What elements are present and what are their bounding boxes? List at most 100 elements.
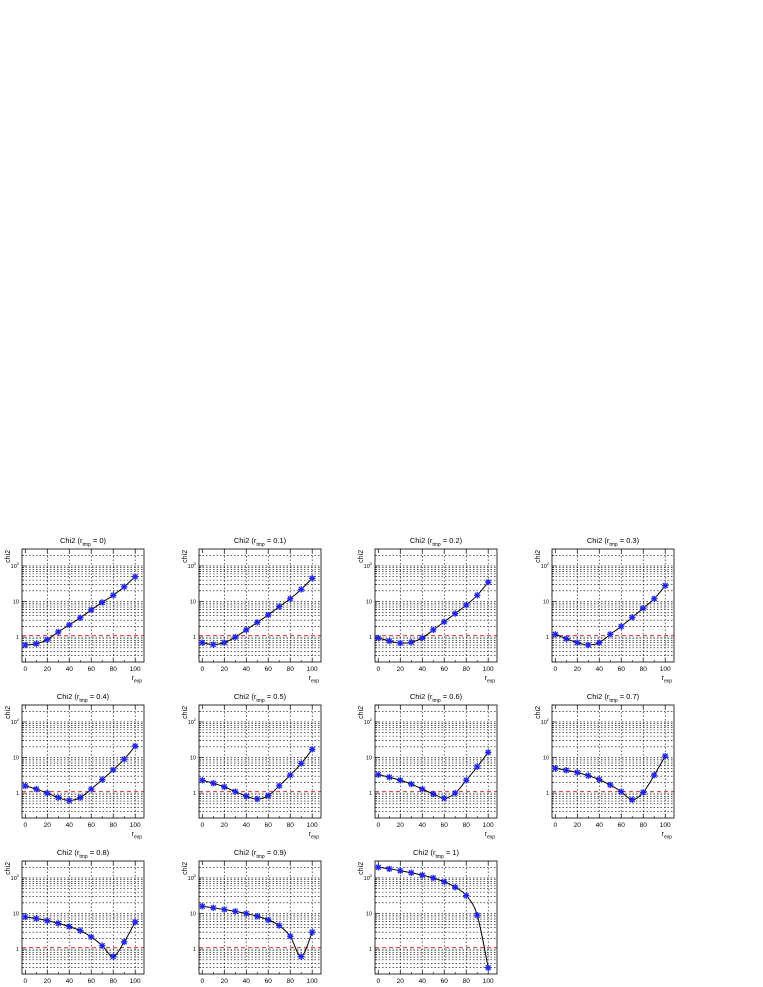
marker-stroke <box>474 763 481 770</box>
y-tick-label: 1 <box>546 791 549 797</box>
title-sub: tmp <box>432 542 441 548</box>
x-label-main: r <box>662 831 665 838</box>
marker-stroke <box>397 867 404 874</box>
x-tick-label: 40 <box>596 822 604 829</box>
data-point <box>210 904 217 912</box>
x-tick-label: 100 <box>483 666 494 673</box>
x-tick-label: 20 <box>397 666 405 673</box>
x-tick-label: 100 <box>483 978 494 985</box>
marker-stroke <box>99 942 106 949</box>
title-pre: Chi2 (r <box>57 848 80 857</box>
data-point <box>44 636 51 643</box>
x-label-main: r <box>485 831 488 838</box>
y-tick-label: 1 <box>16 635 19 641</box>
data-point <box>441 795 448 802</box>
x-label-sub: exp <box>134 835 142 841</box>
marker-stroke <box>77 614 84 621</box>
marker-stroke <box>77 927 84 934</box>
y-tick-base: 10 <box>364 720 370 726</box>
series-line <box>25 916 136 958</box>
title-sub: tmp <box>79 698 88 704</box>
data-point <box>254 619 261 626</box>
marker-stroke <box>375 864 382 871</box>
marker-stroke <box>132 573 139 580</box>
marker-stroke <box>640 605 647 612</box>
data-point <box>287 771 294 779</box>
data-point <box>210 641 217 648</box>
marker-stroke <box>44 917 51 924</box>
x-tick-label: 80 <box>463 978 471 985</box>
x-tick-label: 80 <box>640 822 648 829</box>
title-sub: tmp <box>82 542 91 548</box>
y-tick-base: 10 <box>13 756 19 762</box>
panel-title: Chi2 (rtmp = 0.5) <box>234 692 287 704</box>
data-point <box>430 874 437 882</box>
x-axis-label: rexp <box>485 675 496 685</box>
marker-stroke <box>430 791 437 797</box>
marker-stroke <box>651 595 658 602</box>
data-point <box>563 767 570 774</box>
x-tick-label: 0 <box>553 822 557 829</box>
data-point <box>640 605 647 612</box>
marker-stroke <box>44 790 51 796</box>
data-point <box>485 578 492 586</box>
marker-stroke <box>210 641 217 648</box>
data-point <box>265 611 272 619</box>
y-tick-exponent: 2 <box>17 873 20 878</box>
title-pre: Chi2 (r <box>57 692 80 701</box>
y-tick-base: 1 <box>369 947 372 953</box>
data-point <box>629 796 636 803</box>
y-tick-exponent: 2 <box>370 561 373 566</box>
data-point <box>485 964 492 971</box>
marker-stroke <box>596 639 603 646</box>
data-point <box>44 789 51 797</box>
data-point <box>22 782 29 790</box>
y-axis-label: chi2 <box>535 706 542 719</box>
title-post: = 0.7) <box>618 692 640 701</box>
marker-stroke <box>585 772 592 779</box>
marker-stroke <box>22 783 29 789</box>
data-point <box>33 640 40 647</box>
data-point <box>298 760 305 767</box>
grid <box>22 705 144 818</box>
title-post: = 0.8) <box>88 848 110 857</box>
data-point <box>552 765 559 772</box>
x-axis-label: rexp <box>485 831 496 841</box>
marker-stroke <box>430 627 437 633</box>
data-point <box>110 766 117 774</box>
x-tick-label: 40 <box>243 666 251 673</box>
y-tick-label: 1 <box>193 791 196 797</box>
data-point <box>55 920 62 927</box>
data-point <box>132 918 139 926</box>
data-point <box>22 641 29 649</box>
marker-stroke <box>88 786 95 792</box>
data-point <box>596 776 603 783</box>
data-point <box>287 933 294 940</box>
series-line <box>378 866 489 968</box>
plot-frame <box>198 548 322 663</box>
y-tick-base: 1 <box>16 635 19 641</box>
x-tick-label: 20 <box>221 822 229 829</box>
y-tick-exponent: 2 <box>547 717 550 722</box>
title-sub: tmp <box>432 698 441 704</box>
data-point <box>121 938 128 946</box>
title-sub: tmp <box>609 698 618 704</box>
data-point <box>574 639 581 646</box>
data-point <box>474 763 481 770</box>
marker-stroke <box>22 914 29 920</box>
data-point <box>607 781 614 789</box>
marker-stroke <box>199 639 206 646</box>
x-tick-label: 20 <box>221 666 229 673</box>
x-tick-label: 80 <box>110 666 118 673</box>
data-point <box>132 742 139 750</box>
data-point <box>265 792 272 799</box>
data-point <box>55 628 62 636</box>
marker-stroke <box>552 765 559 772</box>
y-tick-base: 10 <box>366 912 372 918</box>
data-point <box>254 913 261 920</box>
data-point <box>452 884 459 891</box>
title-sub: tmp <box>256 542 265 548</box>
